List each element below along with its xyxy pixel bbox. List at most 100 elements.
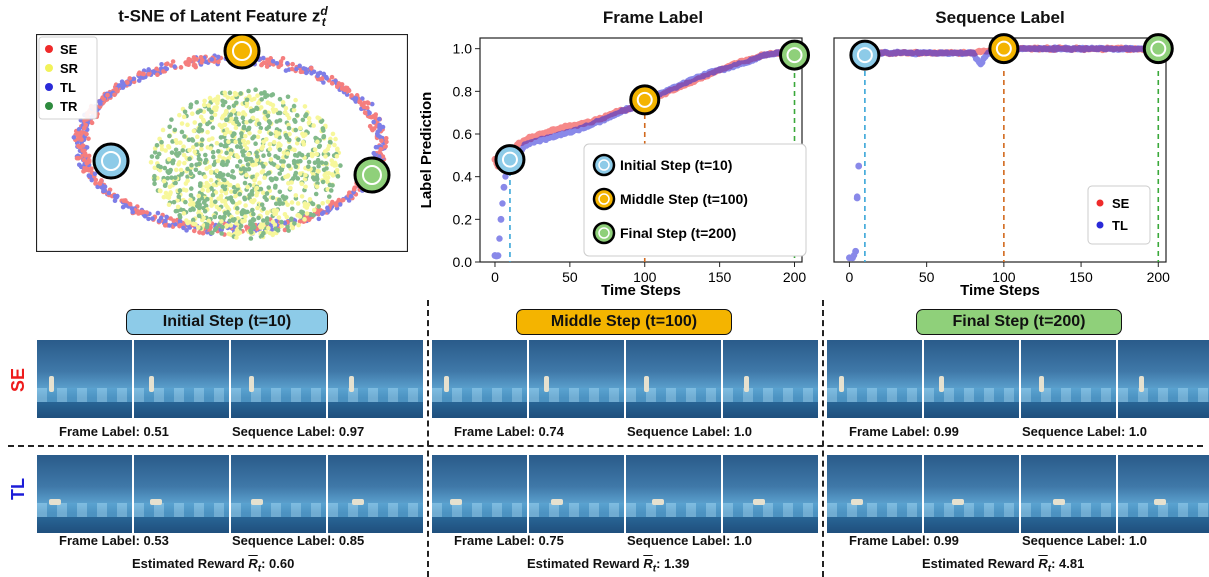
se-sequence-label: Sequence Label: 1.0 xyxy=(1022,424,1147,439)
legend-marker xyxy=(592,187,616,211)
legend-label-sr: SR xyxy=(60,61,79,76)
point xyxy=(671,83,679,91)
x-tick-label: 150 xyxy=(708,269,732,285)
agent-figure xyxy=(652,499,664,505)
video-frame xyxy=(827,455,922,533)
x-axis-label: Time Steps xyxy=(960,282,1040,296)
x-axis-label: Time Steps xyxy=(601,282,681,296)
video-frame xyxy=(134,455,229,533)
y-tick-label: 0.6 xyxy=(453,126,473,142)
agent-figure xyxy=(1154,499,1166,505)
y-tick-label: 0.8 xyxy=(453,83,473,99)
agent-figure xyxy=(851,499,863,505)
legend-label-tl: TL xyxy=(60,80,76,95)
step-marker xyxy=(779,39,811,71)
point xyxy=(494,252,502,259)
video-frame xyxy=(231,340,326,418)
legend-label-tr: TR xyxy=(60,99,78,114)
video-frame xyxy=(1118,455,1209,533)
point xyxy=(1093,45,1100,53)
agent-figure xyxy=(1053,499,1065,505)
point xyxy=(536,137,544,144)
tsne-plot: SE SR TL TR xyxy=(36,34,408,252)
legend-marker xyxy=(592,221,616,245)
legend-label: SE xyxy=(1112,196,1130,211)
seq-legend: SE TL xyxy=(1087,185,1151,245)
legend-dot-tl xyxy=(45,83,53,91)
video-frame xyxy=(231,455,326,533)
y-axis-label: Label Prediction xyxy=(418,92,435,209)
point xyxy=(701,70,709,78)
point xyxy=(551,132,559,140)
se-frame-label: Frame Label: 0.51 xyxy=(59,424,169,439)
agent-figure xyxy=(551,499,563,505)
se-sequence-label: Sequence Label: 0.97 xyxy=(232,424,365,439)
point xyxy=(852,247,860,255)
point xyxy=(566,128,574,136)
video-frame xyxy=(529,455,624,533)
y-tick-label: 1.0 xyxy=(453,41,473,57)
video-frame xyxy=(723,455,818,533)
tl-sequence-label: Sequence Label: 1.0 xyxy=(627,533,752,548)
agent-figure xyxy=(952,499,964,505)
legend-label-se: SE xyxy=(60,42,78,57)
x-tick-label: 100 xyxy=(633,269,657,285)
point xyxy=(761,51,768,59)
frame-legend: Initial Step (t=10) Middle Step (t=100) Fi… xyxy=(583,143,807,257)
agent-figure xyxy=(149,376,154,392)
estimated-reward: Estimated Reward Rt: 1.39 xyxy=(527,556,690,575)
video-frame xyxy=(1021,455,1116,533)
step-title-1: Middle Step (t=100) xyxy=(516,309,732,335)
row-label-tl: TL xyxy=(8,478,28,500)
tl-sequence-label: Sequence Label: 1.0 xyxy=(1022,533,1147,548)
divider-horizontal xyxy=(8,445,1203,447)
video-frame xyxy=(37,340,132,418)
point xyxy=(536,130,544,138)
legend-dot-sr xyxy=(45,64,53,72)
step-marker xyxy=(1142,33,1174,65)
point xyxy=(938,49,946,57)
step-marker xyxy=(988,33,1020,65)
se-frame-label: Frame Label: 0.99 xyxy=(849,424,959,439)
video-frame xyxy=(924,455,1019,533)
point xyxy=(731,62,739,70)
step-marker xyxy=(494,144,526,176)
video-frame xyxy=(626,455,721,533)
point xyxy=(907,49,915,57)
x-tick-label: 100 xyxy=(992,269,1016,285)
video-frame xyxy=(37,455,132,533)
legend-dot-se xyxy=(45,45,53,53)
tsne-legend: SE SR TL TR xyxy=(38,36,98,120)
tsne-title: t-SNE of Latent Feature zdt xyxy=(118,4,328,30)
legend-label: Middle Step (t=100) xyxy=(620,191,748,207)
estimated-reward: Estimated Reward Rt: 4.81 xyxy=(922,556,1085,575)
tl-sequence-label: Sequence Label: 0.85 xyxy=(232,533,365,548)
point xyxy=(521,141,529,149)
point xyxy=(746,58,753,65)
tsne-marker-initial xyxy=(92,142,130,180)
step-title-0: Initial Step (t=10) xyxy=(126,309,328,335)
agent-figure xyxy=(839,376,844,392)
video-frame xyxy=(134,340,229,418)
se-sequence-label: Sequence Label: 1.0 xyxy=(627,424,752,439)
agent-figure xyxy=(544,376,549,392)
divider-vertical-2 xyxy=(822,300,824,577)
sequence-label-chart: 0 50 100 150 200 Time Steps SE TL xyxy=(833,33,1174,296)
point xyxy=(716,66,724,74)
legend-label: Final Step (t=200) xyxy=(620,225,736,241)
video-frame xyxy=(924,340,1019,418)
point xyxy=(611,111,619,119)
video-frame xyxy=(328,455,423,533)
row-label-se: SE xyxy=(8,368,28,393)
point xyxy=(849,254,856,262)
step-marker xyxy=(629,84,661,116)
point xyxy=(855,162,863,170)
y-tick-label: 0.0 xyxy=(453,254,473,270)
point xyxy=(1062,45,1070,53)
x-tick-label: 150 xyxy=(1069,269,1093,285)
tl-frame-label: Frame Label: 0.53 xyxy=(59,533,169,548)
agent-figure xyxy=(49,499,61,505)
x-tick-label: 0 xyxy=(846,269,854,285)
agent-figure xyxy=(352,499,364,505)
legend-dot xyxy=(1096,199,1104,207)
